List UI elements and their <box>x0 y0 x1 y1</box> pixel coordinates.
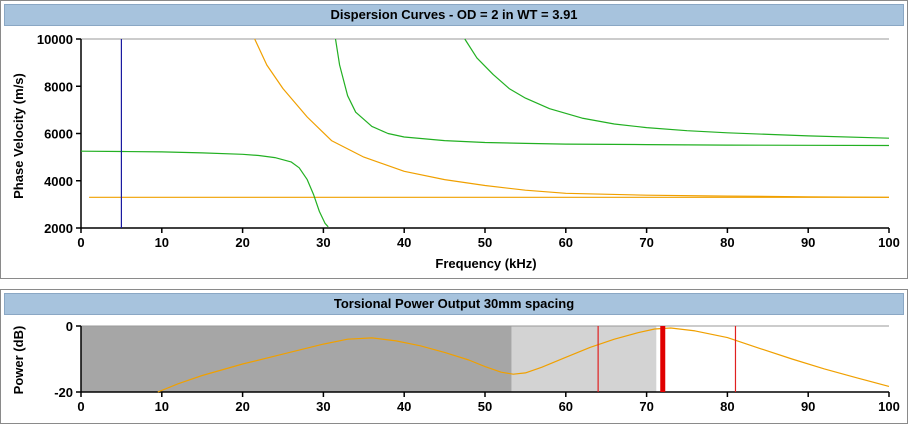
series-line <box>157 327 890 393</box>
x-tick-label: 60 <box>559 399 573 414</box>
x-tick-label: 30 <box>316 235 330 250</box>
x-tick-label: 40 <box>397 235 411 250</box>
x-tick-label: 90 <box>801 399 815 414</box>
series-line <box>334 38 890 147</box>
x-tick-label: 50 <box>478 235 492 250</box>
y-tick-label: 0 <box>66 319 73 334</box>
power-chart: Power (dB) 0 10 20 30 40 50 60 70 80 90 100 0 -20 <box>11 319 900 414</box>
x-tick-label: 90 <box>801 235 815 250</box>
x-tick-label: 10 <box>155 399 169 414</box>
y-tick-label: 8000 <box>44 79 73 94</box>
dispersion-chart: Phase Velocity (m/s) Frequency (kHz) 0 10… <box>11 32 900 271</box>
x-tick-label: 20 <box>235 399 249 414</box>
dispersion-chart-panel: Dispersion Curves - OD = 2 in WT = 3.91 … <box>0 0 908 279</box>
x-axis-label: Frequency (kHz) <box>435 256 536 271</box>
series-line <box>254 38 890 198</box>
x-tick-label: 70 <box>639 399 653 414</box>
chart-title: Torsional Power Output 30mm spacing <box>4 293 904 315</box>
x-tick-label: 100 <box>878 399 900 414</box>
x-tick-label: 20 <box>235 235 249 250</box>
series-line <box>80 150 329 228</box>
x-tick-label: 80 <box>720 235 734 250</box>
x-tick-label: 50 <box>478 399 492 414</box>
chart-title: Dispersion Curves - OD = 2 in WT = 3.91 <box>4 4 904 26</box>
x-tick-label: 0 <box>77 399 84 414</box>
y-axis-label: Phase Velocity (m/s) <box>11 73 26 199</box>
x-tick-label: 30 <box>316 399 330 414</box>
shaded-region <box>81 326 512 392</box>
y-tick-label: 10000 <box>37 32 73 47</box>
y-axis-label: Power (dB) <box>11 326 26 395</box>
y-tick-label: 6000 <box>44 127 73 142</box>
series-line <box>464 38 890 139</box>
x-tick-label: 10 <box>155 235 169 250</box>
y-tick-label: -20 <box>54 385 73 400</box>
x-tick-label: 100 <box>878 235 900 250</box>
y-tick-label: 4000 <box>44 174 73 189</box>
x-tick-label: 60 <box>559 235 573 250</box>
x-tick-label: 0 <box>77 235 84 250</box>
y-tick-label: 2000 <box>44 221 73 236</box>
x-tick-label: 80 <box>720 399 734 414</box>
power-chart-panel: Torsional Power Output 30mm spacing Powe… <box>0 289 908 424</box>
x-tick-label: 70 <box>639 235 653 250</box>
x-tick-label: 40 <box>397 399 411 414</box>
shaded-region <box>511 326 657 392</box>
